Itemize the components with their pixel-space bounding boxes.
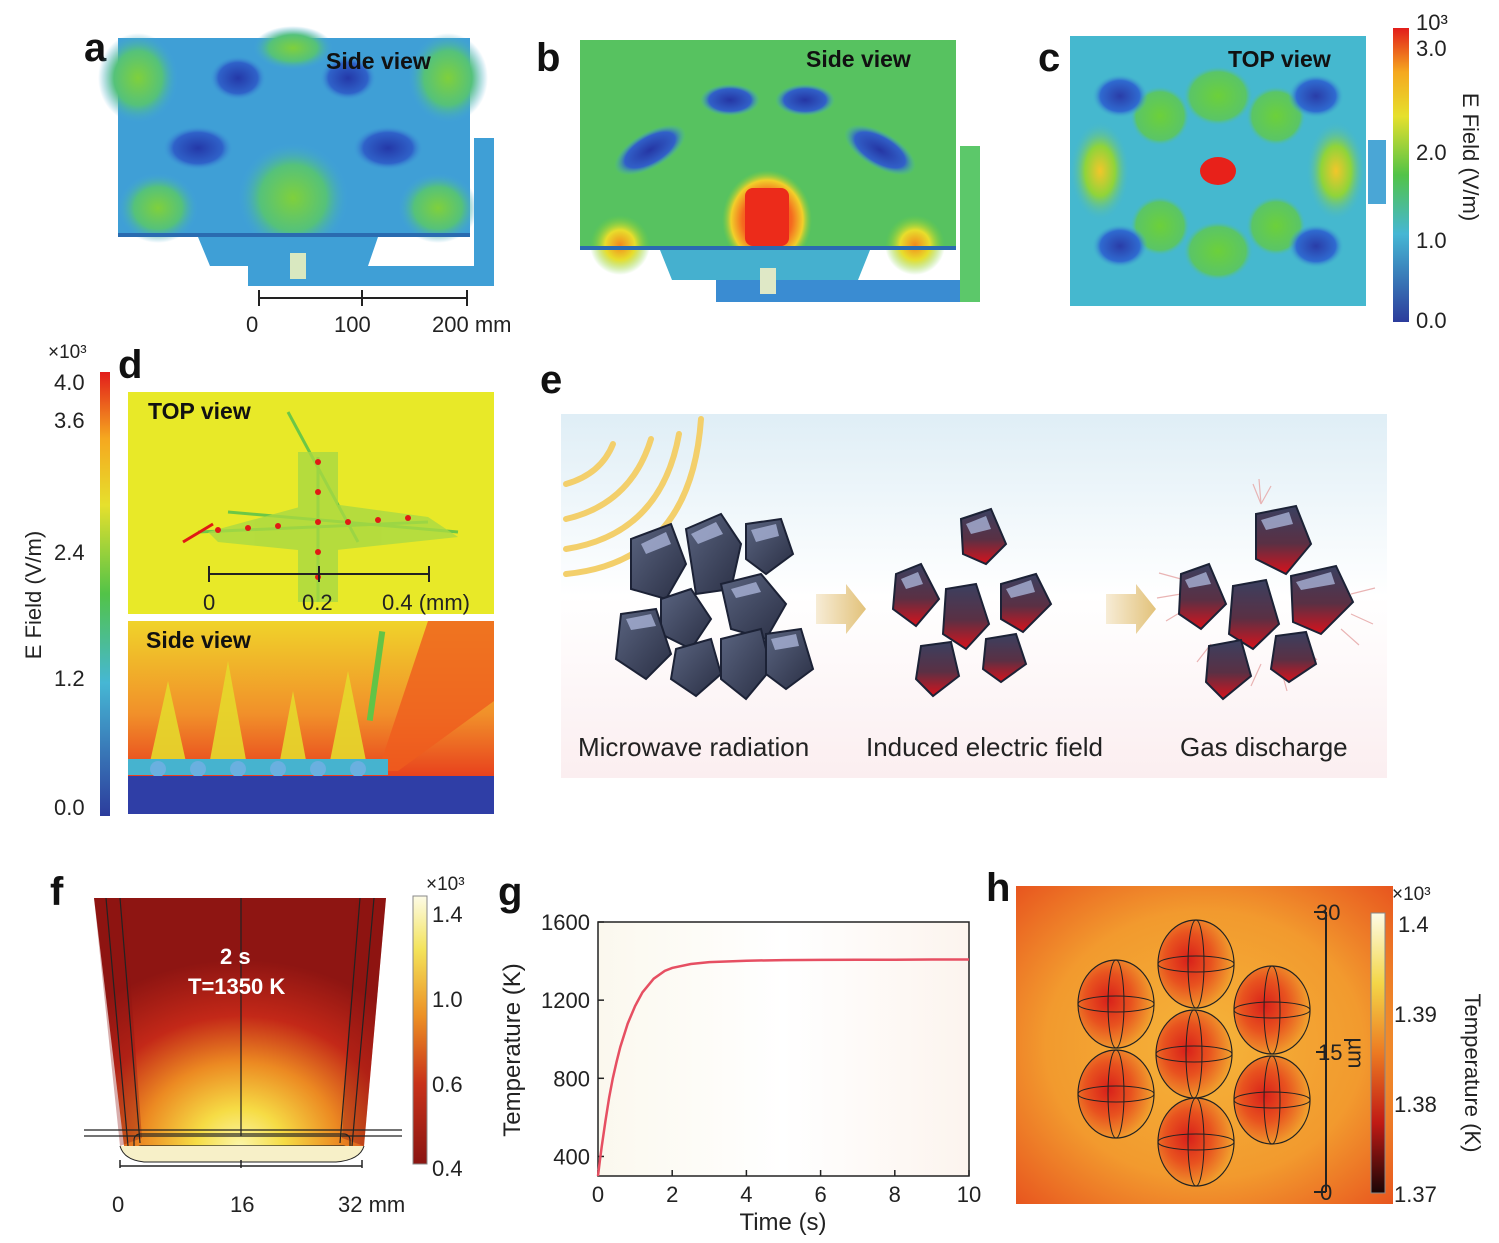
panel-f-time: 2 s bbox=[220, 944, 251, 969]
panel-label-h: h bbox=[986, 866, 1011, 910]
series-line-temperature bbox=[596, 958, 969, 1177]
panel-d-efield-side bbox=[128, 621, 494, 814]
x-tick-label: 2 bbox=[666, 1182, 678, 1207]
particle-sphere bbox=[1077, 959, 1155, 1049]
colorbar-c-tick-0: 0.0 bbox=[1416, 308, 1447, 333]
scalebar-ab-tick-0: 0 bbox=[246, 312, 259, 337]
y-tick-label: 400 bbox=[553, 1144, 590, 1169]
particle-sphere bbox=[1233, 1055, 1311, 1145]
colorbar-c-label: E Field (V/m) bbox=[1458, 92, 1483, 222]
colorbar-d-tick-24: 2.4 bbox=[54, 540, 85, 565]
colorbar-f-tick-14: 1.4 bbox=[432, 902, 463, 927]
scalebar-f-tick-1: 16 bbox=[230, 1192, 255, 1217]
panel-b-efield-side bbox=[580, 40, 980, 302]
panel-d-top-view-label: TOP view bbox=[148, 398, 251, 424]
particle-sphere bbox=[1157, 1097, 1235, 1187]
panel-e-step-2: Induced electric field bbox=[866, 732, 1104, 762]
panel-e-step-3: Gas discharge bbox=[1180, 732, 1348, 762]
panel-b-view-label: Side view bbox=[806, 46, 911, 72]
scalebar-f-tick-2: 32 mm bbox=[338, 1192, 406, 1217]
y-tick-label: 1200 bbox=[541, 988, 590, 1013]
chart-y-axis-label: Temperature (K) bbox=[499, 963, 526, 1136]
scalebar-f-tick-0: 0 bbox=[112, 1192, 125, 1217]
colorbar-h-tick-139: 1.39 bbox=[1394, 1002, 1437, 1027]
panel-h-particle-temperature bbox=[1016, 886, 1393, 1204]
colorbar-f-exponent: ×10³ bbox=[426, 874, 465, 895]
colorbar-h bbox=[1370, 912, 1386, 1194]
scalebar-h-tick-30: 30 bbox=[1316, 900, 1341, 925]
colorbar-c bbox=[1393, 28, 1409, 322]
x-tick-label: 8 bbox=[889, 1182, 901, 1207]
colorbar-d bbox=[100, 372, 110, 816]
panel-e-schematic bbox=[561, 414, 1387, 778]
panel-e-step-1: Microwave radiation bbox=[578, 732, 810, 762]
colorbar-c-exponent: 10³ bbox=[1416, 10, 1448, 35]
scalebar-d-tick-2: 0.4 (mm) bbox=[382, 590, 470, 615]
x-tick-label: 6 bbox=[814, 1182, 826, 1207]
colorbar-h-tick-138: 1.38 bbox=[1394, 1092, 1437, 1117]
panel-g-line-chart: 400 800 1200 1600 0 2 4 6 8 10 Time (s) Temperat… bbox=[499, 910, 981, 1236]
colorbar-h-exponent: ×10³ bbox=[1392, 884, 1431, 905]
y-tick-label: 1600 bbox=[541, 910, 590, 935]
panel-label-a: a bbox=[84, 26, 107, 70]
colorbar-d-label: E Field (V/m) bbox=[21, 530, 46, 660]
colorbar-h-tick-137: 1.37 bbox=[1394, 1182, 1437, 1207]
scalebar-d-tick-0: 0 bbox=[203, 590, 216, 615]
colorbar-h-tick-14: 1.4 bbox=[1398, 912, 1429, 937]
colorbar-f-tick-10: 1.0 bbox=[432, 987, 463, 1012]
scalebar-h-unit: µm bbox=[1343, 1037, 1369, 1069]
colorbar-d-tick-40: 4.0 bbox=[54, 370, 85, 395]
colorbar-c-tick-3: 3.0 bbox=[1416, 36, 1447, 61]
chart-plot-area bbox=[597, 921, 970, 1177]
colorbar-c-tick-1: 1.0 bbox=[1416, 228, 1447, 253]
panel-label-b: b bbox=[536, 36, 561, 80]
colorbar-c-tick-2: 2.0 bbox=[1416, 140, 1447, 165]
colorbar-f bbox=[412, 895, 428, 1165]
colorbar-d-tick-36: 3.6 bbox=[54, 408, 85, 433]
colorbar-d-exponent: ×10³ bbox=[48, 342, 87, 363]
colorbar-d-tick-12: 1.2 bbox=[54, 666, 85, 691]
panel-a-view-label: Side view bbox=[326, 48, 431, 74]
particle-sphere bbox=[1155, 1009, 1233, 1099]
scalebar-ab-tick-2: 200 mm bbox=[432, 312, 512, 337]
panel-f-crucible-temperature bbox=[84, 897, 402, 1168]
scalebar-h-tick-0: 0 bbox=[1320, 1180, 1333, 1205]
panel-f-temperature: T=1350 K bbox=[188, 974, 286, 999]
scalebar-d-tick-1: 0.2 bbox=[302, 590, 333, 615]
particle-sphere bbox=[1077, 1049, 1155, 1139]
x-tick-label: 10 bbox=[957, 1182, 981, 1207]
particle-sphere bbox=[1157, 919, 1235, 1009]
scalebar-h-tick-15: 15 bbox=[1318, 1040, 1343, 1065]
scalebar-ab-tick-1: 100 bbox=[334, 312, 371, 337]
particle-sphere bbox=[1233, 965, 1311, 1055]
y-tick-label: 800 bbox=[553, 1066, 590, 1091]
panel-label-e: e bbox=[540, 358, 563, 402]
panel-d-efield-top bbox=[128, 392, 494, 614]
panel-label-g: g bbox=[498, 870, 523, 914]
panel-c-view-label: TOP view bbox=[1228, 46, 1331, 72]
panel-c-efield-top bbox=[1070, 36, 1386, 306]
chart-x-axis-label: Time (s) bbox=[739, 1209, 826, 1236]
scalebar-ab bbox=[258, 290, 468, 306]
colorbar-d-tick-00: 0.0 bbox=[54, 795, 85, 820]
x-tick-label: 4 bbox=[740, 1182, 752, 1207]
x-tick-label: 0 bbox=[592, 1182, 604, 1207]
panel-label-c: c bbox=[1038, 36, 1061, 80]
colorbar-h-label: Temperature (K) bbox=[1460, 993, 1485, 1153]
colorbar-f-tick-04: 0.4 bbox=[432, 1156, 463, 1181]
panel-d-side-view-label: Side view bbox=[146, 627, 251, 653]
panel-a-efield-side bbox=[98, 26, 494, 286]
panel-label-d: d bbox=[118, 343, 143, 387]
colorbar-f-tick-06: 0.6 bbox=[432, 1072, 463, 1097]
panel-label-f: f bbox=[50, 870, 64, 914]
